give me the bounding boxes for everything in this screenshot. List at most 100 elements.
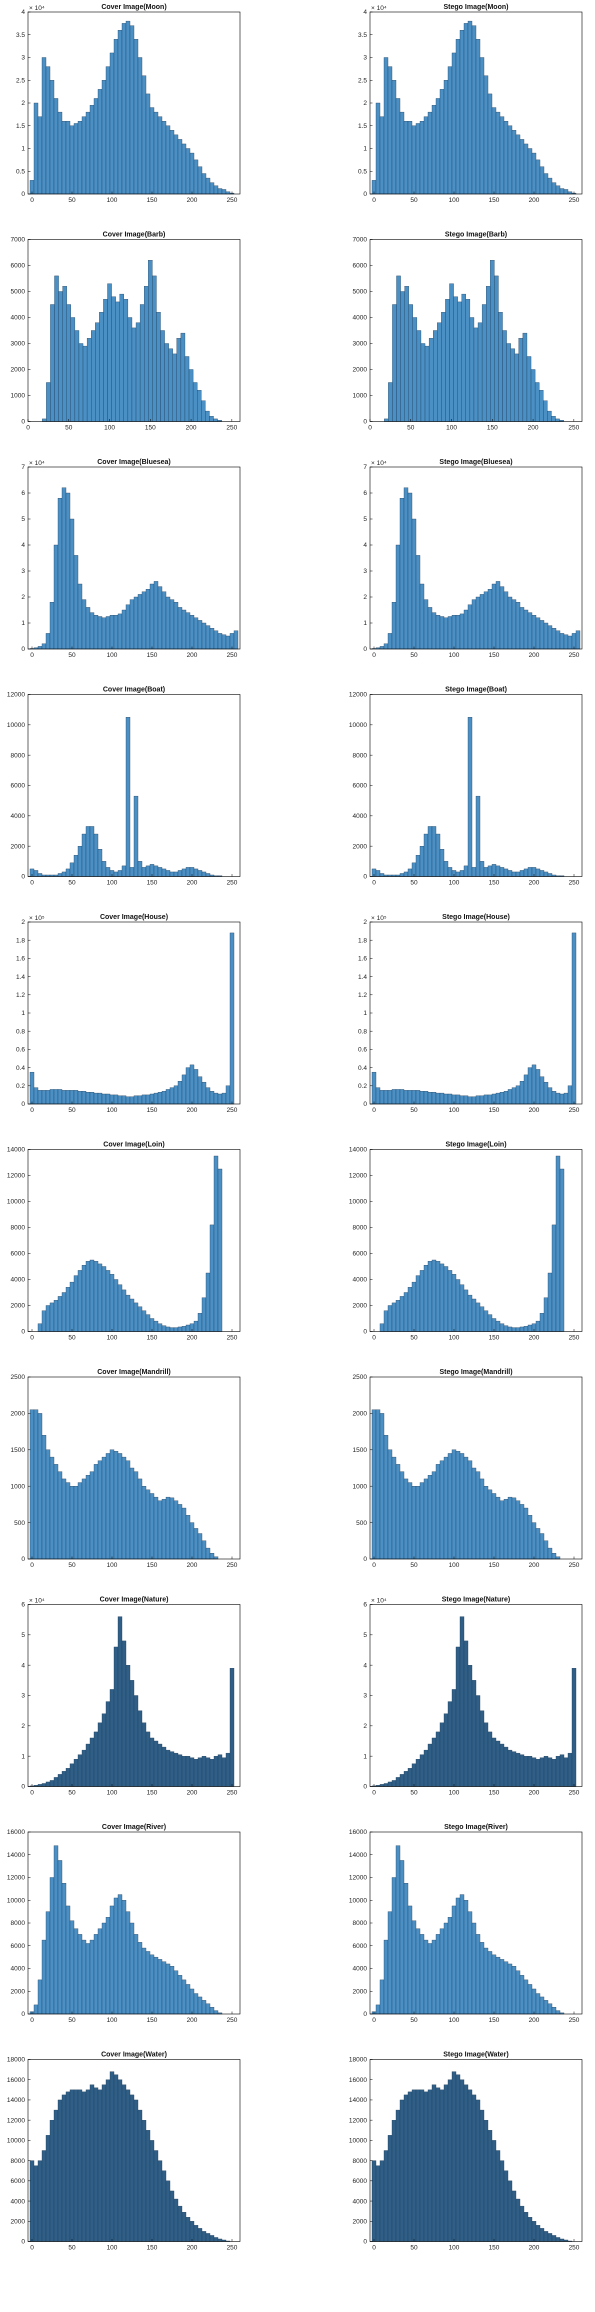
cover-boat-ytick-label: 4000 xyxy=(11,813,26,820)
stego-nature-bar xyxy=(571,1668,577,1787)
stego-mandrill-bar xyxy=(439,1460,445,1560)
stego-nature-ytick-label: 0 xyxy=(363,1784,367,1791)
cover-mandrill-bar xyxy=(173,1500,179,1560)
stego-mandrill-bar xyxy=(467,1460,473,1560)
stego-loin-bar xyxy=(535,1320,541,1332)
stego-barb-bar xyxy=(481,304,487,422)
cover-water-ytick-label: 2000 xyxy=(11,2218,26,2225)
stego-loin-bar xyxy=(443,1266,449,1332)
cover-boat-bar xyxy=(93,833,99,877)
stego-river-bar xyxy=(463,1900,469,2015)
cover-water-bar xyxy=(37,2160,43,2242)
cover-house-bar xyxy=(121,1095,127,1105)
cover-loin-ytick-label: 12000 xyxy=(7,1173,25,1180)
stego-barb-xtick-label: 250 xyxy=(568,425,579,432)
cover-river-bar xyxy=(161,1961,167,2015)
cover-house-bar xyxy=(73,1090,79,1105)
cover-bluesea-bar xyxy=(169,599,175,650)
cover-barb-bar xyxy=(148,260,153,422)
stego-barb-bar xyxy=(477,322,483,422)
cover-bluesea-xtick-label: 100 xyxy=(107,652,118,659)
cover-boat-bar xyxy=(137,861,143,877)
stego-barb-bar xyxy=(547,410,552,422)
stego-river-xtick-label: 50 xyxy=(410,2017,418,2024)
stego-barb-bar xyxy=(453,296,458,422)
cover-loin-bar xyxy=(101,1266,107,1332)
stego-water-bar xyxy=(407,2091,413,2242)
cover-nature-bar xyxy=(81,1749,87,1787)
stego-bluesea-bar xyxy=(503,591,509,650)
stego-house-bar xyxy=(459,1095,465,1105)
cover-loin-ytick-label: 10000 xyxy=(7,1199,25,1206)
stego-mandrill-ytick-label: 2000 xyxy=(353,1411,368,1418)
stego-river-bar xyxy=(495,1956,501,2015)
cover-mandrill-bar xyxy=(193,1528,199,1560)
stego-river-bar xyxy=(403,1883,409,2015)
cover-bluesea-bar xyxy=(69,518,75,650)
stego-river-xtick-label: 200 xyxy=(529,2017,540,2024)
stego-moon-ytick-label: 3 xyxy=(363,55,367,62)
stego-water-bar xyxy=(511,2190,517,2242)
stego-loin-bar xyxy=(499,1323,505,1332)
stego-river-bar xyxy=(419,1934,425,2015)
stego-moon-ytick-label: 0.5 xyxy=(358,168,367,175)
stego-bluesea-bar xyxy=(447,616,453,650)
cover-moon-bar xyxy=(185,148,191,195)
stego-bluesea-xtick-label: 50 xyxy=(410,652,418,659)
cover-moon-xtick-label: 250 xyxy=(227,197,238,204)
stego-loin-bar xyxy=(431,1259,437,1332)
cover-moon-bar xyxy=(157,116,163,195)
cover-loin-ytick-label: 4000 xyxy=(11,1277,26,1284)
stego-bluesea-bar xyxy=(431,612,437,650)
cover-water-bar xyxy=(69,2089,75,2242)
stego-mandrill-bar xyxy=(523,1507,529,1560)
cover-bluesea-bar xyxy=(101,617,107,650)
stego-house-bar xyxy=(507,1089,513,1105)
cover-nature-bar xyxy=(97,1722,103,1787)
stego-river-bar xyxy=(467,1911,473,2015)
cover-bluesea-bar xyxy=(161,591,167,650)
stego-moon-bar xyxy=(399,111,405,195)
cover-loin-bar xyxy=(73,1275,79,1332)
stego-house-ytick-label: 0.8 xyxy=(358,1028,367,1035)
stego-mandrill-bar xyxy=(459,1453,465,1560)
cover-mandrill-bar xyxy=(81,1478,87,1560)
stego-nature-bar xyxy=(407,1768,413,1787)
cover-barb-bar xyxy=(107,283,112,422)
stego-house-bar xyxy=(439,1092,445,1105)
cover-moon-bar xyxy=(193,159,199,195)
stego-barb-ytick-label: 3000 xyxy=(353,341,368,348)
cover-bluesea-bar xyxy=(85,607,91,650)
stego-nature-bar xyxy=(423,1749,429,1787)
cover-loin-bar xyxy=(181,1326,187,1332)
stego-boat-bar xyxy=(447,867,453,877)
cover-bluesea-ytick-label: 0 xyxy=(21,646,25,653)
cover-barb-bar xyxy=(58,291,63,422)
stego-bluesea-bar xyxy=(463,609,469,650)
cover-river-xtick-label: 50 xyxy=(68,2017,76,2024)
cover-river-bar xyxy=(177,1975,183,2015)
stego-barb-bar xyxy=(449,283,454,422)
cover-house-bar xyxy=(141,1094,147,1105)
cover-moon-ytick-label: 0.5 xyxy=(16,168,25,175)
stego-house-ytick-label: 0 xyxy=(363,1101,367,1108)
cover-house-bar xyxy=(145,1094,151,1105)
cover-bluesea-bar xyxy=(117,613,123,650)
stego-bluesea-bar xyxy=(523,609,529,650)
cover-nature-bar xyxy=(205,1757,211,1787)
cover-water-bar xyxy=(173,2198,179,2242)
cover-water-xtick-label: 150 xyxy=(147,2245,158,2252)
stego-water-bar xyxy=(559,2238,565,2242)
stego-bluesea-panel: 0 50 100 150 200 250 0 1 2 3 4 5 6 7 × 10⁴ Stego Image(… xyxy=(363,459,583,659)
cover-barb-bar xyxy=(172,353,177,422)
cover-house-bar xyxy=(81,1091,87,1105)
cover-bluesea-bar xyxy=(61,487,67,650)
cover-loin-bar xyxy=(57,1296,63,1332)
stego-loin-bar xyxy=(507,1326,513,1332)
stego-mandrill-bar xyxy=(451,1449,457,1560)
cover-mandrill-ytick-label: 1500 xyxy=(11,1447,26,1454)
cover-barb-bar xyxy=(54,275,59,422)
cover-river-bar xyxy=(49,1877,55,2015)
cover-house-multiplier: × 10⁵ xyxy=(29,915,45,922)
